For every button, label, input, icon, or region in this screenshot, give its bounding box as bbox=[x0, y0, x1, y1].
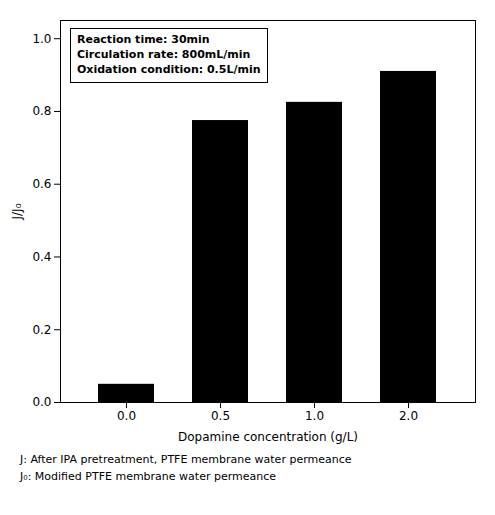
svg-text:0.6: 0.6 bbox=[32, 177, 51, 191]
svg-text:1.0: 1.0 bbox=[305, 409, 324, 423]
svg-text:1.0: 1.0 bbox=[32, 32, 51, 46]
svg-text:Dopamine concentration (g/L): Dopamine concentration (g/L) bbox=[178, 430, 358, 444]
svg-text:0.0: 0.0 bbox=[32, 395, 51, 409]
html-text:J: After IPA pretreatment, PTF: J: After IPA pretreatment, PTFE membrane… bbox=[20, 453, 352, 466]
html-text:Reaction time: 30min Circulati: Reaction time: 30min Circulation rate: 8… bbox=[77, 33, 261, 76]
svg-text:0.4: 0.4 bbox=[32, 250, 51, 264]
svg-text:2.0: 2.0 bbox=[399, 409, 418, 423]
svg-text:0.8: 0.8 bbox=[32, 104, 51, 118]
svg-text:0.2: 0.2 bbox=[32, 323, 51, 337]
html-text:J₀: Modified PTFE membrane wat: J₀: Modified PTFE membrane water permean… bbox=[20, 469, 276, 483]
svg-text:0.5: 0.5 bbox=[211, 409, 230, 423]
svg-text:J/J₀: J/J₀ bbox=[10, 203, 24, 220]
svg-text:0.0: 0.0 bbox=[117, 409, 136, 423]
